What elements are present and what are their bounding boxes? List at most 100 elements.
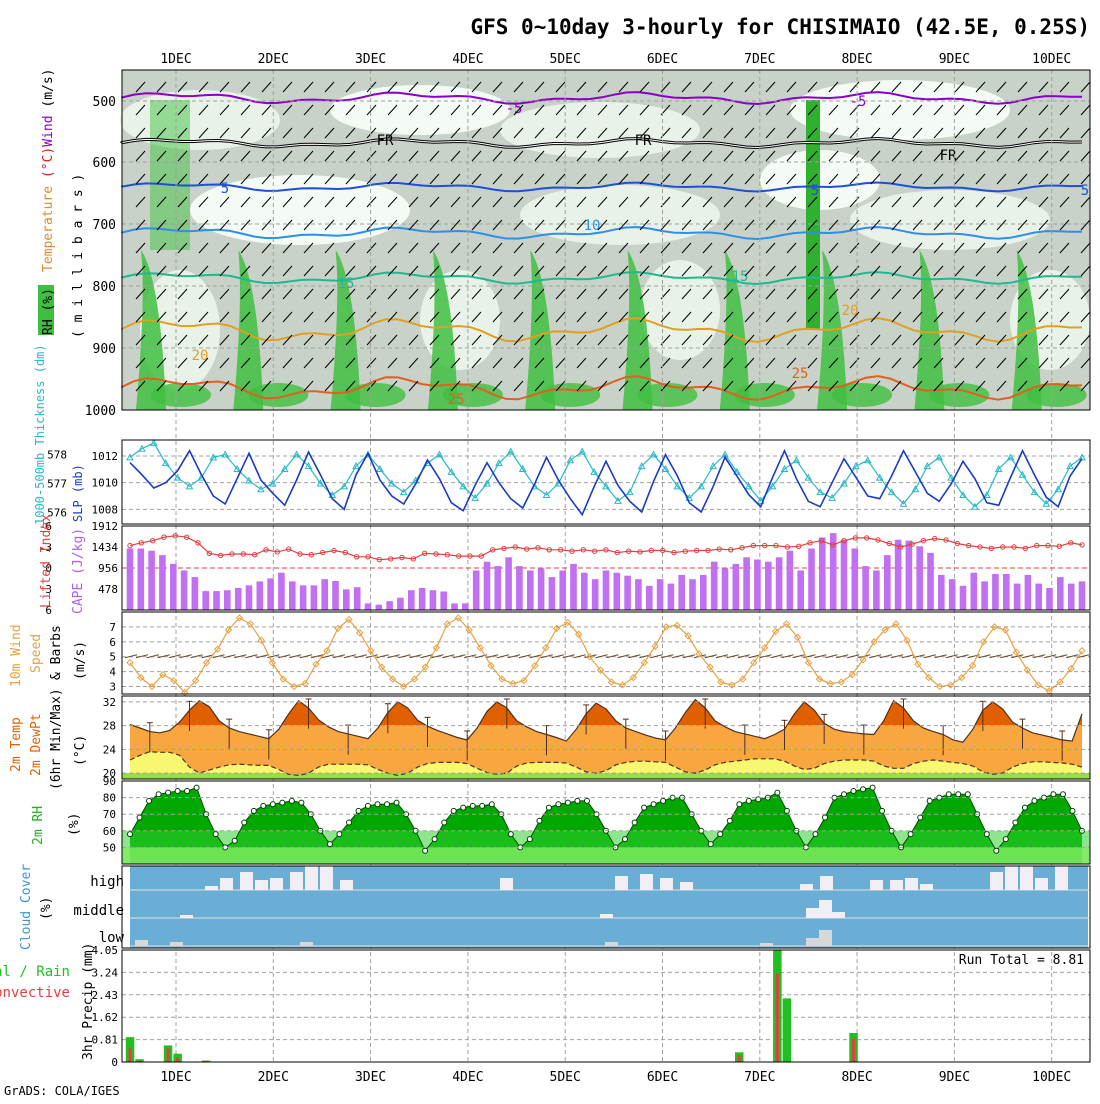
- upper-wind-barb: [1017, 242, 1028, 254]
- contour-label: -5: [506, 101, 523, 117]
- cape-bar: [537, 568, 545, 610]
- upper-wind-barb: [198, 265, 209, 277]
- upper-wind-barb: [954, 380, 965, 392]
- upper-wind-barb: [744, 288, 755, 300]
- rh-point: [707, 841, 714, 848]
- upper-wind-barb: [219, 196, 230, 208]
- upper-wind-barb: [786, 334, 797, 346]
- upper-wind-barb: [1080, 104, 1091, 116]
- upper-wind-barb: [261, 104, 272, 116]
- upper-wind-barb: [492, 311, 503, 323]
- upper-wind-barb: [387, 242, 398, 254]
- upper-wind-barb: [198, 81, 209, 93]
- wind-barb: [387, 654, 400, 659]
- upper-wind-barb: [534, 196, 545, 208]
- rh-point: [269, 801, 276, 808]
- cape-bar: [397, 597, 404, 610]
- upper-wind-barb: [891, 265, 902, 277]
- rh-lowlevel-patch: [832, 383, 893, 407]
- cape-bar: [213, 591, 220, 610]
- chart-title: GFS 0~10day 3-hourly for CHISIMAIO (42.5…: [470, 15, 1090, 39]
- upper-wind-barb: [240, 127, 251, 139]
- thickness-point: [233, 464, 241, 472]
- upper-wind-barb: [1059, 104, 1070, 116]
- run-total-label: Run Total = 8.81: [959, 953, 1084, 968]
- wind-speed-point: [640, 658, 649, 667]
- upper-wind-barb: [996, 127, 1007, 139]
- upper-wind-barb: [828, 127, 839, 139]
- upper-wind-barb: [912, 288, 923, 300]
- wind-barb: [945, 654, 958, 659]
- upper-wind-barb: [135, 334, 146, 346]
- wind-barb: [179, 654, 192, 659]
- upper-wind-barb: [324, 196, 335, 208]
- lifted-index-point: [161, 534, 167, 540]
- cape-bar: [884, 555, 891, 610]
- cape-bar: [970, 572, 978, 610]
- thickness-point: [697, 482, 706, 490]
- lifted-index-point: [988, 545, 994, 552]
- wind-speed-point: [684, 632, 692, 640]
- cloud-low-block: [760, 943, 773, 946]
- upper-wind-barb: [492, 81, 503, 93]
- upper-wind-barb: [1059, 311, 1070, 323]
- upper-wind-barb: [240, 104, 251, 116]
- thickness-point: [126, 453, 134, 461]
- temp-title-a: 2m Temp: [9, 717, 24, 772]
- upper-wind-barb: [408, 380, 419, 392]
- upper-wind-barb: [408, 127, 419, 139]
- precip-convective-bar: [775, 973, 779, 1062]
- upper-wind-barb: [996, 311, 1007, 323]
- upper-wind-barb: [429, 127, 440, 139]
- upper-wind-barb: [324, 265, 335, 277]
- upper-wind-barb: [324, 357, 335, 369]
- precip-title-a: Total / Rain: [0, 964, 70, 980]
- upper-wind-barb: [303, 219, 314, 231]
- lifted-index-point: [127, 542, 133, 549]
- upper-wind-barb: [849, 311, 860, 323]
- lifted-index-point: [1056, 543, 1063, 549]
- upper-wind-barb: [975, 334, 986, 346]
- cape-bar: [959, 585, 967, 610]
- wind-speed-point: [531, 661, 539, 670]
- upper-wind-barb: [618, 127, 629, 139]
- upper-wind-barb: [345, 288, 356, 300]
- upper-wind-barb: [135, 196, 146, 208]
- upper-wind-barb: [933, 380, 944, 392]
- upper-wind-barb: [1059, 127, 1070, 139]
- precip-total-bar: [782, 998, 792, 1062]
- wind-barb: [890, 654, 904, 659]
- lifted-index-point: [784, 544, 790, 550]
- rh-column: [622, 250, 653, 410]
- upper-wind-barb: [261, 81, 272, 93]
- rh-point: [745, 797, 752, 804]
- lifted-index-point: [875, 537, 881, 543]
- upper-wind-barb: [156, 311, 167, 323]
- lifted-index-point: [1079, 542, 1085, 548]
- rh-tick-label: 50: [103, 841, 116, 854]
- upper-wind-barb: [765, 380, 776, 392]
- lifted-index-point: [365, 554, 371, 560]
- upper-wind-barb: [534, 357, 545, 369]
- upper-wind-barb: [471, 265, 482, 277]
- upper-wind-barb: [219, 334, 230, 346]
- upper-wind-barb: [786, 242, 797, 254]
- thickness-point: [982, 490, 991, 499]
- wind-speed-point: [509, 679, 517, 688]
- rh-point: [326, 841, 333, 848]
- upper-wind-barb: [198, 357, 209, 369]
- wind-barb: [650, 654, 663, 659]
- upper-wind-barb: [387, 288, 398, 300]
- thickness-point: [161, 459, 170, 467]
- upper-wind-barb: [912, 380, 923, 392]
- upper-wind-barb: [450, 127, 461, 139]
- upper-wind-barb: [996, 265, 1007, 277]
- upper-wind-barb: [429, 357, 440, 369]
- thickness-point: [542, 490, 551, 499]
- upper-wind-barb: [765, 127, 776, 139]
- cloud-high-block: [820, 876, 833, 890]
- upper-wind-barb: [135, 311, 146, 323]
- upper-wind-barb: [786, 288, 797, 300]
- upper-wind-barb: [219, 311, 230, 323]
- thickness-point: [673, 482, 682, 490]
